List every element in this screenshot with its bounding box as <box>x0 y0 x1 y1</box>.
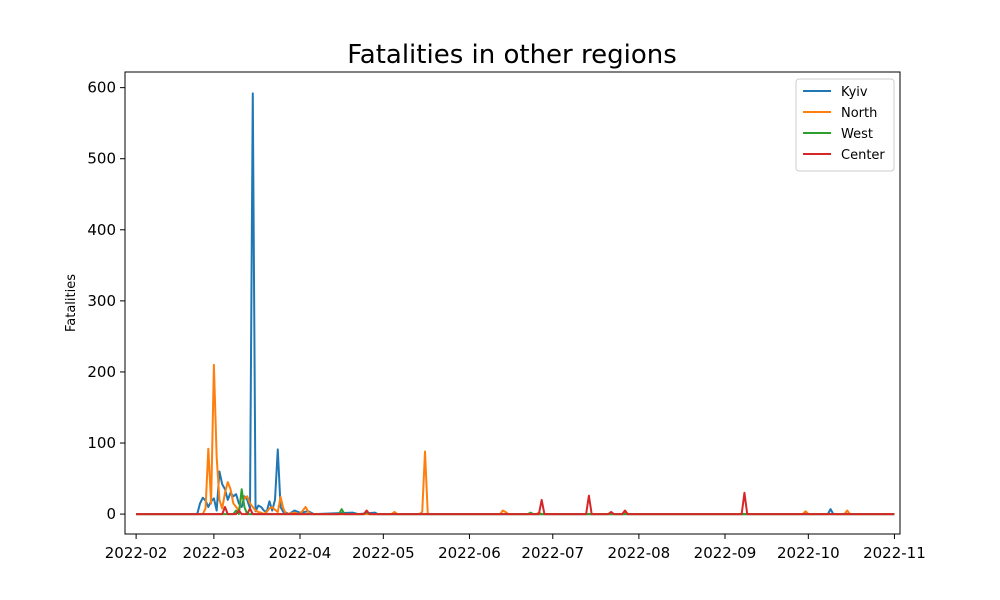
y-tick-label: 600 <box>87 79 116 97</box>
series-line-kyiv <box>136 92 895 516</box>
x-tick-label: 2022-06 <box>438 544 501 562</box>
legend-label-west: West <box>841 127 873 142</box>
legend-label-kyiv: Kyiv <box>841 85 868 100</box>
x-tick-label: 2022-10 <box>777 544 840 562</box>
legend-label-center: Center <box>841 148 885 163</box>
x-tick-label: 2022-09 <box>694 544 757 562</box>
y-tick-label: 200 <box>87 363 116 381</box>
x-tick-label: 2022-02 <box>105 544 168 562</box>
y-tick-label: 0 <box>106 505 116 523</box>
x-tick-label: 2022-11 <box>863 544 926 562</box>
legend-box <box>795 78 895 172</box>
x-tick-label: 2022-07 <box>521 544 584 562</box>
axes-layer: 2022-02 2022-03 2022-04 2022-05 2022-06 2022-… <box>87 71 926 562</box>
y-tick-label: 300 <box>87 292 116 310</box>
series-layer <box>136 92 895 516</box>
y-tick-label: 500 <box>87 150 116 168</box>
x-tick-label: 2022-04 <box>269 544 332 562</box>
plot-frame <box>124 71 901 535</box>
x-tick-label: 2022-05 <box>352 544 415 562</box>
y-tick-label: 100 <box>87 434 116 452</box>
x-tick-label: 2022-03 <box>183 544 246 562</box>
legend: Kyiv North West Center <box>795 78 895 172</box>
series-line-center <box>136 491 895 516</box>
x-tick-label: 2022-08 <box>608 544 671 562</box>
y-axis-label: Fatalities <box>64 274 79 332</box>
legend-label-north: North <box>841 106 877 121</box>
chart-title: Fatalities in other regions <box>347 40 677 70</box>
y-tick-label: 400 <box>87 221 116 239</box>
